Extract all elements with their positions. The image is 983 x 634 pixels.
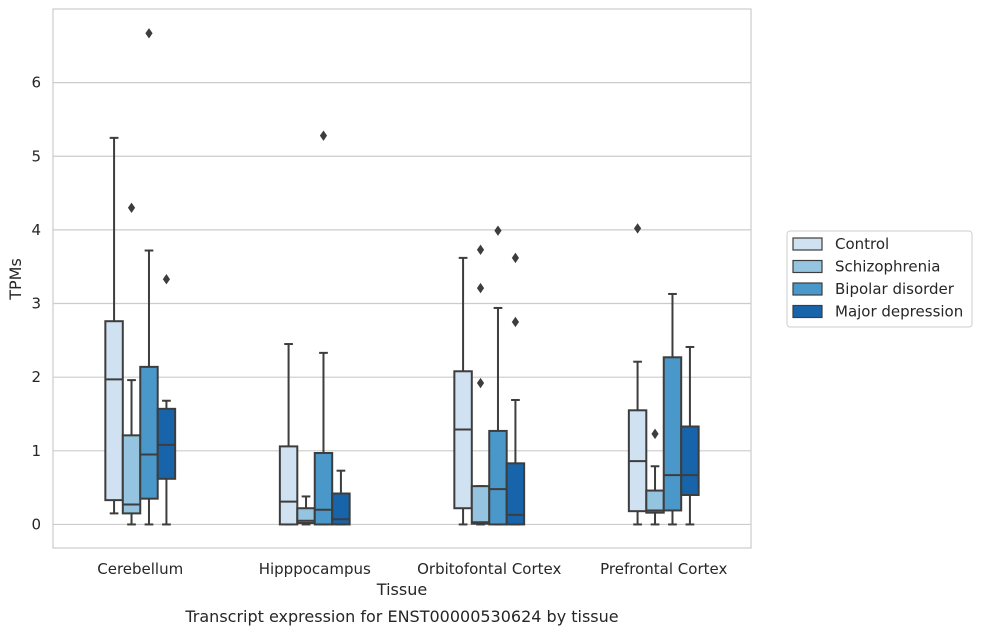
box-group [313,130,334,526]
y-tick-label: 5 [31,147,41,165]
box-iqr [313,452,334,526]
legend-swatch [792,304,823,319]
legend-swatch [792,237,823,251]
box-group [139,28,159,526]
box-iqr [453,370,473,510]
box-group [627,223,648,526]
box-group [156,274,177,526]
y-tick-labels: 0 1 2 3 4 5 6 [31,74,41,534]
outlier-point [319,130,328,141]
box-group [470,244,491,526]
box-iqr [278,445,299,526]
box-group [680,345,700,526]
box-iqr [104,320,124,502]
outlier-point [127,202,136,214]
box-group [296,495,316,526]
legend-label: Schizophrenia [835,258,940,276]
outlier-point [633,223,642,234]
legend-swatch [792,282,823,296]
box-iqr [331,492,351,526]
x-tick-label: Cerebellum [97,560,183,578]
legend-swatch [792,259,823,274]
legend: Control Schizophrenia Bipolar disorder Majo… [786,230,973,328]
figure-caption: Transcript expression for ENST0000053062… [184,607,618,626]
box-iqr [139,365,159,500]
box-group [121,202,142,526]
box-iqr [156,407,177,480]
box-iqr [645,489,665,514]
box-iqr [505,462,526,526]
box-group [331,469,351,526]
y-tick-label: 3 [31,295,41,313]
box-iqr [662,356,683,512]
box-group [453,256,473,526]
box-group [278,343,299,526]
x-tick-label: Hipppocampus [259,560,371,578]
y-tick-label: 1 [31,442,41,460]
x-tick-labels: Cerebellum Hipppocampus Orbitofontal Corte… [97,560,727,578]
outlier-point [162,274,171,285]
legend-label: Major depression [835,303,963,321]
y-tick-label: 0 [31,515,41,533]
legend-label: Control [835,235,889,253]
legend-label: Bipolar disorder [835,280,955,298]
box-iqr [470,485,491,525]
box-layer [104,28,700,526]
outlier-point [476,377,485,389]
box-group [645,428,665,526]
y-tick-label: 2 [31,368,41,386]
outlier-point [511,252,520,264]
outlier-point [476,244,485,255]
box-group [104,136,124,515]
box-iqr [121,434,142,515]
x-tick-label: Orbitofontal Cortex [417,560,561,578]
box-group [505,252,526,526]
x-tick-label: Prefrontal Cortex [600,560,727,578]
outlier-point [476,282,485,294]
box-iqr [680,425,700,496]
x-axis-title: Tissue [376,580,427,599]
box-iqr [488,429,508,526]
outlier-point [145,28,153,39]
y-tick-label: 4 [31,221,41,239]
plot-frame [52,8,752,549]
outlier-point [651,428,659,440]
box-group [662,292,683,526]
legend-frame [786,230,973,328]
outlier-point [494,225,502,236]
y-tick-label: 6 [31,74,41,92]
outlier-point [511,316,520,328]
box-group [488,225,508,526]
y-axis-title: TPMs [6,258,25,301]
